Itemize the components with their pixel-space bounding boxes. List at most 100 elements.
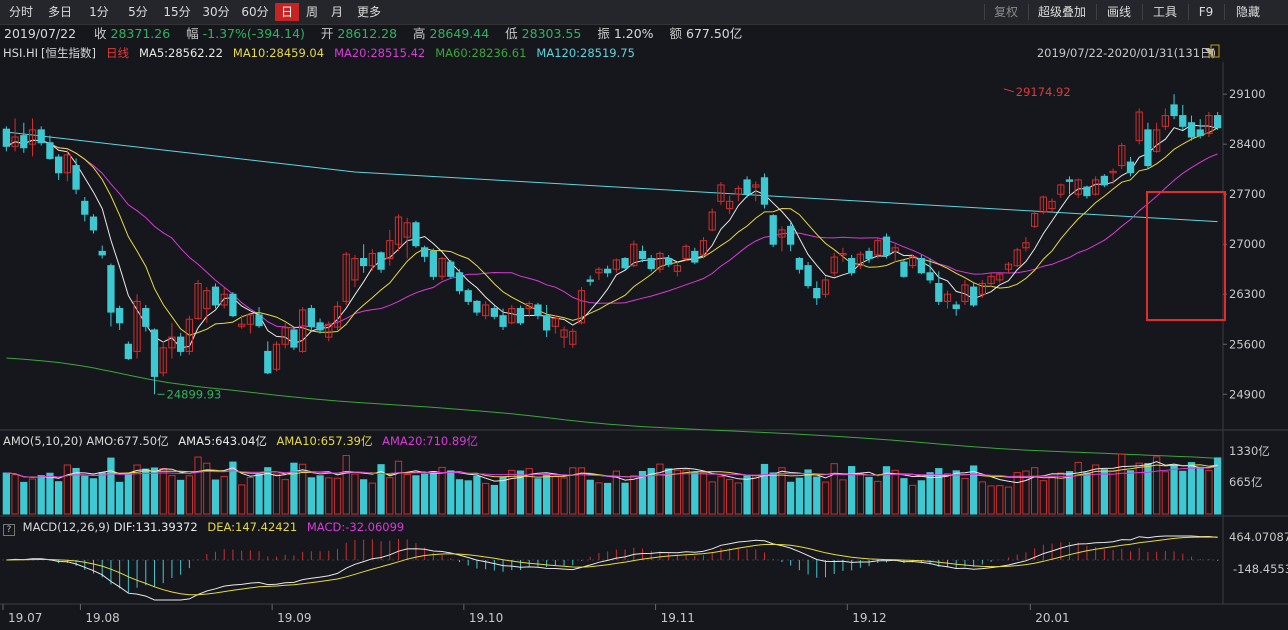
candle-body: [848, 258, 856, 274]
change-label: 幅: [186, 26, 199, 41]
range-caret-icon: [1205, 49, 1213, 57]
candle-body: [281, 327, 289, 345]
candle: [1057, 183, 1065, 198]
volume-bar: [987, 485, 995, 515]
volume-bar: [255, 473, 263, 515]
candle-body: [1013, 249, 1021, 267]
volume-bar: [1109, 470, 1117, 515]
volume-bar: [116, 481, 124, 515]
macd-tick-label: -148.4553: [1233, 562, 1288, 576]
candle-body: [1048, 200, 1056, 209]
macd-toggle-icon[interactable]: ?: [3, 524, 15, 536]
candle-body: [142, 308, 150, 327]
period-tab-4[interactable]: 15分: [163, 5, 191, 19]
period-tab-5[interactable]: 30分: [202, 5, 230, 19]
candle-body: [124, 343, 132, 360]
candle: [848, 254, 856, 276]
period-tab-8[interactable]: 周: [305, 5, 318, 19]
period-tab-7[interactable]: 日: [275, 3, 299, 21]
volume-bar: [150, 467, 159, 515]
volume-bar: [264, 467, 272, 515]
candle-body: [543, 315, 551, 331]
candle: [900, 259, 908, 278]
candle: [630, 240, 638, 268]
volume-bar: [2, 472, 10, 515]
candle: [1118, 142, 1126, 170]
volume-bar: [211, 479, 220, 515]
candle-body: [717, 184, 725, 202]
volume-bar: [656, 463, 664, 515]
candle: [787, 222, 795, 252]
period-tab-0[interactable]: 分时: [8, 5, 33, 19]
candle: [621, 257, 629, 270]
toolbar-item-1[interactable]: 超级叠加: [1037, 5, 1086, 19]
period-tab-1[interactable]: 多日: [47, 5, 72, 19]
volume-bar: [516, 470, 525, 515]
candle-body: [909, 255, 917, 267]
toolbar-item-5[interactable]: 隐藏: [1235, 5, 1260, 19]
volume-bar: [142, 468, 150, 515]
candle: [943, 290, 952, 309]
candle-body: [787, 225, 795, 245]
period-tab-9[interactable]: 月: [330, 5, 343, 19]
candle-body: [394, 216, 403, 245]
candle-body: [46, 142, 54, 159]
candle: [185, 315, 193, 355]
period-tab-2[interactable]: 1分: [89, 5, 109, 19]
toolbar-item-2[interactable]: 画线: [1106, 5, 1131, 19]
candle-body: [1187, 122, 1196, 138]
price-tick-label: 26300: [1229, 287, 1266, 301]
volume-bar: [638, 470, 647, 515]
toolbar-separator: [1028, 4, 1029, 20]
candle: [560, 326, 568, 348]
legend-ma60: MA60:28236.61: [435, 46, 527, 60]
volume-bar: [874, 480, 882, 515]
legend-ma20: MA20:28515.42: [334, 46, 426, 60]
volume-bar: [821, 481, 830, 515]
candle-body: [1126, 161, 1135, 174]
period-tab-6[interactable]: 60分: [241, 5, 269, 19]
volume-bar: [734, 482, 742, 515]
candle: [1144, 122, 1152, 170]
candle-body: [342, 253, 350, 302]
candle: [133, 294, 141, 359]
period-tab-10[interactable]: 更多: [356, 5, 381, 19]
volume-bar: [647, 468, 655, 515]
candle-body: [682, 245, 690, 260]
lock-icon: [1210, 44, 1220, 58]
candle: [412, 220, 420, 248]
toolbar-item-0[interactable]: 复权: [993, 5, 1018, 19]
candle: [534, 302, 542, 320]
amo-title: AMO(5,10,20): [3, 434, 83, 448]
date-range: 2019/07/22-2020/01/31(131日): [1036, 46, 1216, 60]
candle-body: [55, 156, 63, 174]
volume-bar: [203, 462, 211, 515]
candle: [1126, 157, 1135, 177]
toolbar-separator: [1224, 4, 1225, 20]
amount-value: 677.50亿: [686, 26, 743, 41]
volume-bar: [665, 468, 673, 515]
candle-body: [107, 265, 115, 313]
toolbar-item-3[interactable]: 工具: [1152, 5, 1177, 19]
candle: [978, 279, 986, 298]
volume-bar: [1031, 467, 1039, 515]
volume-bar: [604, 482, 612, 515]
change-value: -1.37%(-394.14): [202, 26, 305, 41]
candle: [473, 299, 481, 316]
candle-body: [970, 286, 978, 306]
volume-bar: [1083, 472, 1091, 515]
period-tab-3[interactable]: 5分: [128, 5, 148, 19]
candle-body: [429, 250, 437, 277]
volume-bar: [900, 478, 908, 515]
candle: [821, 276, 830, 298]
amp-value: 1.20%: [613, 26, 654, 41]
candle-body: [621, 258, 629, 269]
candle-body: [691, 250, 699, 263]
candle-body: [290, 329, 298, 348]
candle-body: [891, 247, 899, 252]
volume-bar: [848, 466, 856, 515]
candle: [525, 301, 533, 318]
candle: [970, 282, 978, 308]
toolbar-item-4[interactable]: F9: [1198, 5, 1214, 19]
candle: [1092, 176, 1100, 196]
